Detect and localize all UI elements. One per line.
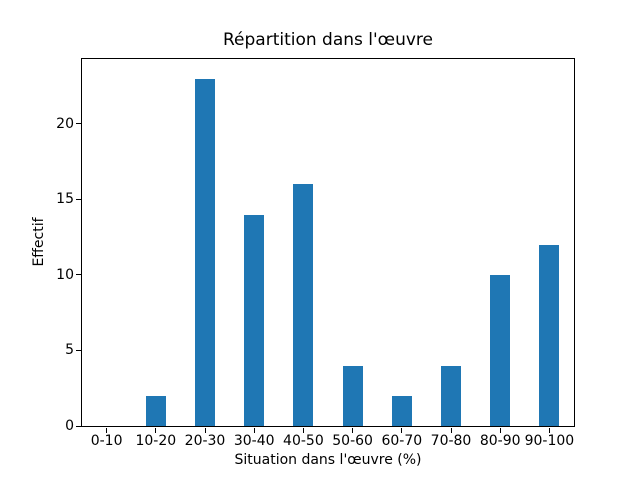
x-axis-label: Situation dans l'œuvre (%) [234,452,422,468]
bar [293,184,314,426]
x-tick-label: 20-30 [184,433,226,449]
y-tick-label: 5 [65,342,74,359]
x-tick-mark [155,428,157,433]
x-tick-mark [352,428,354,433]
x-tick-label: 70-80 [430,433,472,449]
x-tick-mark [302,428,304,433]
bar [539,244,560,426]
y-tick-mark [76,349,81,351]
x-tick-label: 60-70 [381,433,423,449]
x-tick-label: 90-100 [524,433,575,449]
bar [490,274,511,426]
x-tick-label: 80-90 [479,433,521,449]
plot-area: 0 5 10 15 20 0-10 10-20 20-30 30-40 40-50 50-60 60-… [56,58,575,449]
x-tick-label: 0-10 [90,433,123,449]
x-tick-mark [204,428,206,433]
y-tick-mark [76,123,81,125]
x-tick-label: 10-20 [135,433,177,449]
bar [342,365,363,426]
x-tick-mark [106,428,108,433]
y-tick-mark [76,425,81,427]
y-tick-label: 0 [65,418,74,434]
x-tick-label: 50-60 [332,433,373,449]
x-tick-mark [401,428,403,433]
x-tick-label: 30-40 [233,433,275,449]
x-tick-mark [499,428,501,433]
y-axis-label: Effectif [31,217,47,267]
chart-title: Répartition dans l'œuvre [222,30,433,50]
x-tick-mark [450,428,452,433]
y-tick-mark [76,274,81,276]
bar [145,395,166,426]
bar [195,78,215,426]
y-tick-label: 10 [56,266,74,283]
bar [441,365,461,426]
y-tick-label: 15 [56,191,74,208]
bar [391,395,412,426]
y-tick-label: 20 [56,115,74,132]
bar [244,214,265,426]
y-tick-mark [76,198,81,200]
x-tick-label: 40-50 [283,433,324,449]
x-tick-mark [548,428,550,433]
x-tick-mark [253,428,255,433]
